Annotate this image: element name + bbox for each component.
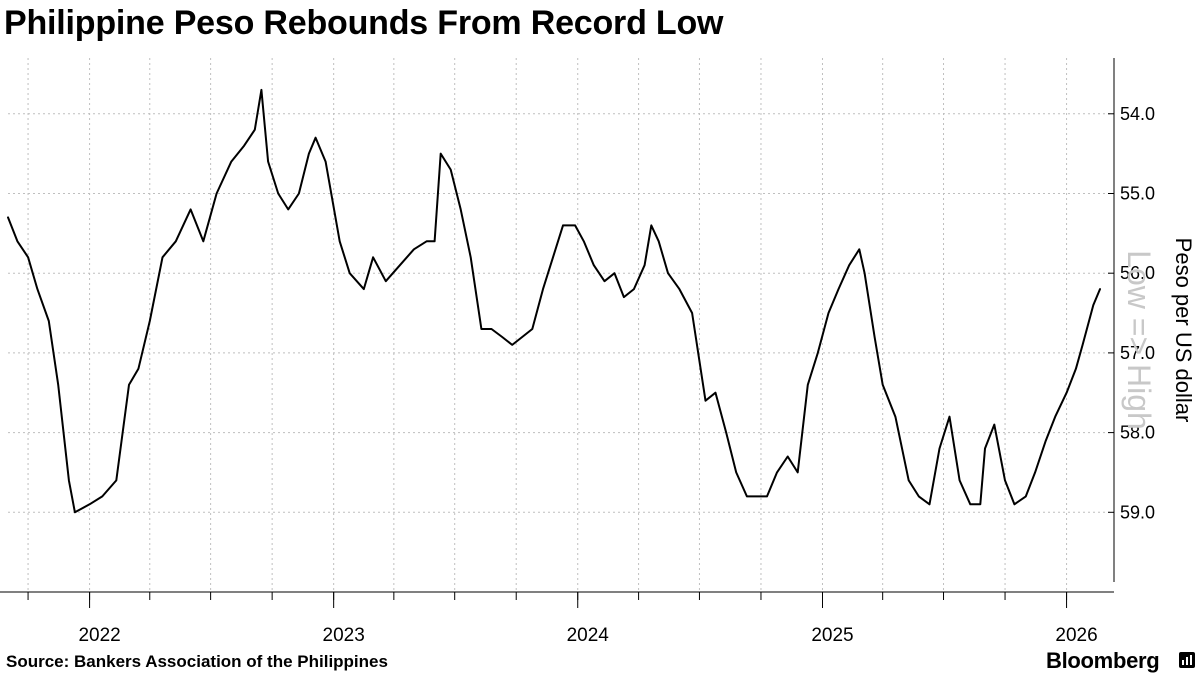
horizontal-gridlines <box>8 113 1114 513</box>
y-axis: 54.0 55.0 56.0 57.0 58.0 59.0 <box>1108 58 1155 582</box>
series-layer <box>7 88 1101 514</box>
low-high-annotation: Low => High <box>1121 250 1157 430</box>
x-tick-label: 2023 <box>323 625 365 646</box>
series-line <box>7 88 1101 514</box>
x-tick-label: 2022 <box>78 625 120 646</box>
y-tick-label: 56.0 <box>1120 263 1155 283</box>
x-tick-label: 2026 <box>1055 625 1097 646</box>
chart-title: Philippine Peso Rebounds From Record Low <box>4 4 724 42</box>
y-tick-label: 59.0 <box>1120 502 1155 522</box>
x-tick-label: 2024 <box>567 625 610 646</box>
y-tick-label: 57.0 <box>1120 343 1155 363</box>
x-axis: 2022 2023 2024 2025 2026 <box>0 591 1114 646</box>
source-note: Source: Bankers Association of the Phili… <box>6 652 388 671</box>
bloomberg-mark-icon <box>1179 652 1195 668</box>
x-tick-label: 2025 <box>811 625 853 646</box>
y-tick-label: 54.0 <box>1120 104 1155 124</box>
bloomberg-logo: Bloomberg <box>1046 648 1160 673</box>
y-axis-label: Peso per US dollar <box>1171 238 1196 423</box>
y-tick-label: 58.0 <box>1120 423 1155 443</box>
y-tick-label: 55.0 <box>1120 183 1155 203</box>
